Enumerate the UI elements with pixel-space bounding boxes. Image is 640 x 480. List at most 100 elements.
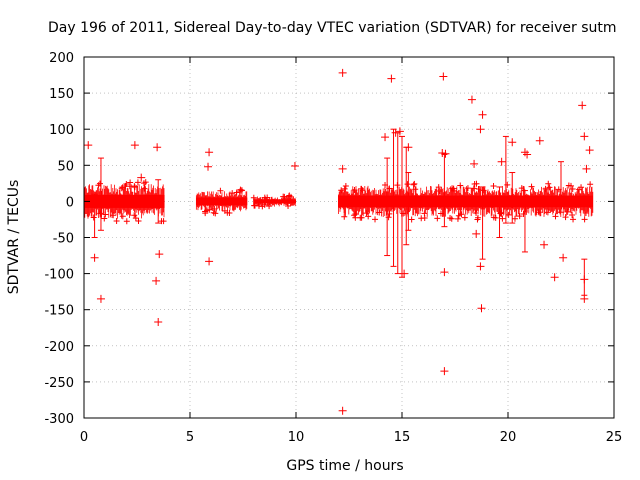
- band-marker: [475, 185, 482, 192]
- band-marker: [341, 213, 348, 220]
- band-marker: [131, 184, 138, 191]
- data-point: [381, 133, 390, 142]
- band-marker: [544, 209, 551, 216]
- band-marker: [141, 185, 148, 192]
- data-point: [550, 273, 559, 282]
- data-point: [391, 128, 400, 137]
- band-marker: [511, 215, 518, 222]
- data-point: [96, 294, 105, 303]
- band-marker: [542, 185, 549, 192]
- band-marker: [135, 218, 142, 225]
- band-marker: [285, 193, 292, 200]
- data-point: [467, 95, 476, 104]
- band-marker: [570, 216, 577, 223]
- data-point: [520, 148, 529, 157]
- band-marker: [119, 184, 126, 191]
- data-point: [152, 276, 161, 285]
- data-point: [130, 141, 139, 150]
- data-point: [440, 268, 449, 277]
- band-marker: [569, 186, 576, 193]
- data-point: [580, 294, 589, 303]
- band-marker: [581, 216, 588, 223]
- data-point: [137, 173, 146, 182]
- band-marker: [400, 210, 407, 217]
- band-marker: [101, 215, 108, 222]
- data-point: [472, 229, 481, 238]
- band-marker: [434, 215, 441, 222]
- y-tick-label: -100: [44, 268, 74, 283]
- band-marker: [421, 210, 428, 217]
- band-marker: [505, 211, 512, 218]
- band-marker: [464, 185, 471, 192]
- band-marker: [458, 211, 465, 218]
- band-marker: [102, 211, 109, 218]
- band-marker: [562, 214, 569, 221]
- x-axis-label: GPS time / hours: [286, 458, 403, 474]
- band-marker: [435, 184, 442, 191]
- band-marker: [535, 209, 542, 216]
- band-marker: [342, 183, 349, 190]
- data-point: [476, 262, 485, 271]
- y-tick-label: -200: [44, 340, 74, 355]
- y-tick-label: -300: [44, 412, 74, 427]
- band-marker: [358, 185, 365, 192]
- band-marker: [264, 194, 271, 201]
- band-marker: [251, 202, 258, 209]
- band-marker: [259, 203, 266, 210]
- band-marker: [363, 210, 370, 217]
- data-point: [204, 162, 213, 171]
- data-point: [395, 127, 404, 136]
- band-marker: [576, 186, 583, 193]
- band-marker: [545, 180, 552, 187]
- chart-title: Day 196 of 2011, Sidereal Day-to-day VTE…: [48, 20, 617, 36]
- band-marker: [504, 181, 511, 188]
- dense-data-bands: [83, 179, 594, 225]
- data-point: [338, 68, 347, 77]
- x-tick-label: 10: [288, 430, 305, 445]
- data-point: [90, 253, 99, 262]
- band-marker: [564, 208, 571, 215]
- y-tick-label: -50: [53, 232, 74, 247]
- band-marker: [341, 185, 348, 192]
- data-point: [470, 159, 479, 168]
- data-point: [441, 149, 450, 158]
- y-tick-label: -150: [44, 304, 74, 319]
- band-marker: [582, 210, 589, 217]
- band-marker: [457, 182, 464, 189]
- data-point: [154, 317, 163, 326]
- band-marker: [454, 215, 461, 222]
- band-marker: [520, 211, 527, 218]
- band-marker: [338, 187, 345, 194]
- band-marker: [123, 181, 130, 188]
- band-marker: [499, 215, 506, 222]
- data-point: [439, 72, 448, 81]
- band-marker: [461, 214, 468, 221]
- band-marker: [351, 212, 358, 219]
- data-point: [338, 406, 347, 415]
- band-marker: [221, 207, 228, 214]
- data-points: [84, 68, 594, 415]
- band-marker: [132, 215, 139, 222]
- band-marker: [474, 214, 481, 221]
- y-tick-label: 200: [49, 51, 74, 66]
- data-point: [478, 110, 487, 119]
- band-marker: [492, 214, 499, 221]
- data-point: [338, 164, 347, 173]
- band-marker: [565, 182, 572, 189]
- band-marker: [569, 211, 576, 218]
- x-tick-label: 5: [186, 430, 194, 445]
- band-marker: [436, 187, 443, 194]
- data-point: [580, 132, 589, 141]
- band-marker: [229, 190, 236, 197]
- data-point: [477, 304, 486, 313]
- data-point: [476, 125, 485, 134]
- y-tick-label: 0: [66, 195, 74, 210]
- band-marker: [211, 206, 218, 213]
- data-point: [580, 275, 589, 284]
- data-point: [404, 143, 413, 152]
- band-marker: [498, 209, 505, 216]
- band-marker: [158, 218, 165, 225]
- band-marker: [480, 187, 487, 194]
- band-marker: [408, 216, 415, 223]
- data-point: [290, 162, 299, 171]
